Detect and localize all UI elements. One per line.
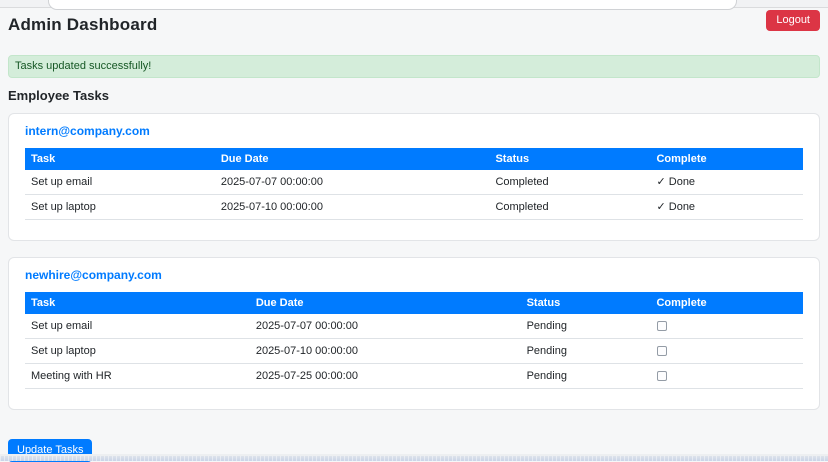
task-name-cell: Set up laptop [25, 338, 250, 364]
column-header-complete: Complete [650, 292, 803, 314]
task-row: Set up laptop 2025-07-10 00:00:00 Pendin… [25, 338, 803, 364]
employee-card-intern: intern@company.com Task Due Date Status … [8, 113, 820, 241]
column-header-due-date: Due Date [249, 292, 521, 314]
tasks-table-newhire: Task Due Date Status Complete Set up ema… [25, 292, 803, 389]
complete-cell [650, 314, 803, 339]
complete-cell [650, 363, 803, 389]
task-row: Set up laptop 2025-07-10 00:00:00 Comple… [25, 194, 803, 220]
status-cell: Pending [520, 338, 651, 364]
success-alert-message: Tasks updated successfully! [15, 60, 152, 72]
success-alert: Tasks updated successfully! [8, 55, 820, 78]
complete-cell [650, 338, 803, 364]
status-cell: Completed [489, 170, 651, 195]
logout-button[interactable]: Logout [766, 10, 820, 31]
column-header-status: Status [520, 292, 651, 314]
employee-card-newhire: newhire@company.com Task Due Date Status… [8, 257, 820, 410]
complete-checkbox[interactable] [657, 321, 668, 332]
page-title: Admin Dashboard [8, 15, 158, 34]
task-row: Set up email 2025-07-07 00:00:00 Pending [25, 314, 803, 339]
due-date-cell: 2025-07-10 00:00:00 [214, 194, 490, 220]
complete-checkbox[interactable] [657, 346, 668, 357]
section-title: Employee Tasks [8, 88, 109, 103]
column-header-due-date: Due Date [214, 148, 490, 170]
due-date-cell: 2025-07-07 00:00:00 [249, 314, 521, 339]
column-header-status: Status [489, 148, 651, 170]
due-date-cell: 2025-07-25 00:00:00 [249, 363, 521, 389]
table-header-row: Task Due Date Status Complete [25, 292, 803, 314]
bottom-window-edge [0, 454, 828, 461]
done-label: ✓ Done [650, 170, 803, 195]
table-header-row: Task Due Date Status Complete [25, 148, 803, 170]
task-name-cell: Meeting with HR [25, 363, 250, 389]
complete-checkbox[interactable] [657, 371, 668, 382]
task-row: Meeting with HR 2025-07-25 00:00:00 Pend… [25, 363, 803, 389]
status-cell: Completed [489, 194, 651, 220]
tasks-table-intern: Task Due Date Status Complete Set up ema… [25, 148, 803, 220]
due-date-cell: 2025-07-07 00:00:00 [214, 170, 490, 195]
column-header-complete: Complete [650, 148, 803, 170]
task-name-cell: Set up email [25, 314, 250, 339]
done-label: ✓ Done [650, 194, 803, 220]
employee-email: intern@company.com [25, 124, 150, 138]
status-cell: Pending [520, 363, 651, 389]
task-row: Set up email 2025-07-07 00:00:00 Complet… [25, 170, 803, 195]
task-name-cell: Set up email [25, 170, 215, 195]
status-cell: Pending [520, 314, 651, 339]
column-header-task: Task [25, 292, 250, 314]
browser-overlay-panel [48, 0, 737, 10]
column-header-task: Task [25, 148, 215, 170]
task-name-cell: Set up laptop [25, 194, 215, 220]
employee-email: newhire@company.com [25, 268, 162, 282]
due-date-cell: 2025-07-10 00:00:00 [249, 338, 521, 364]
